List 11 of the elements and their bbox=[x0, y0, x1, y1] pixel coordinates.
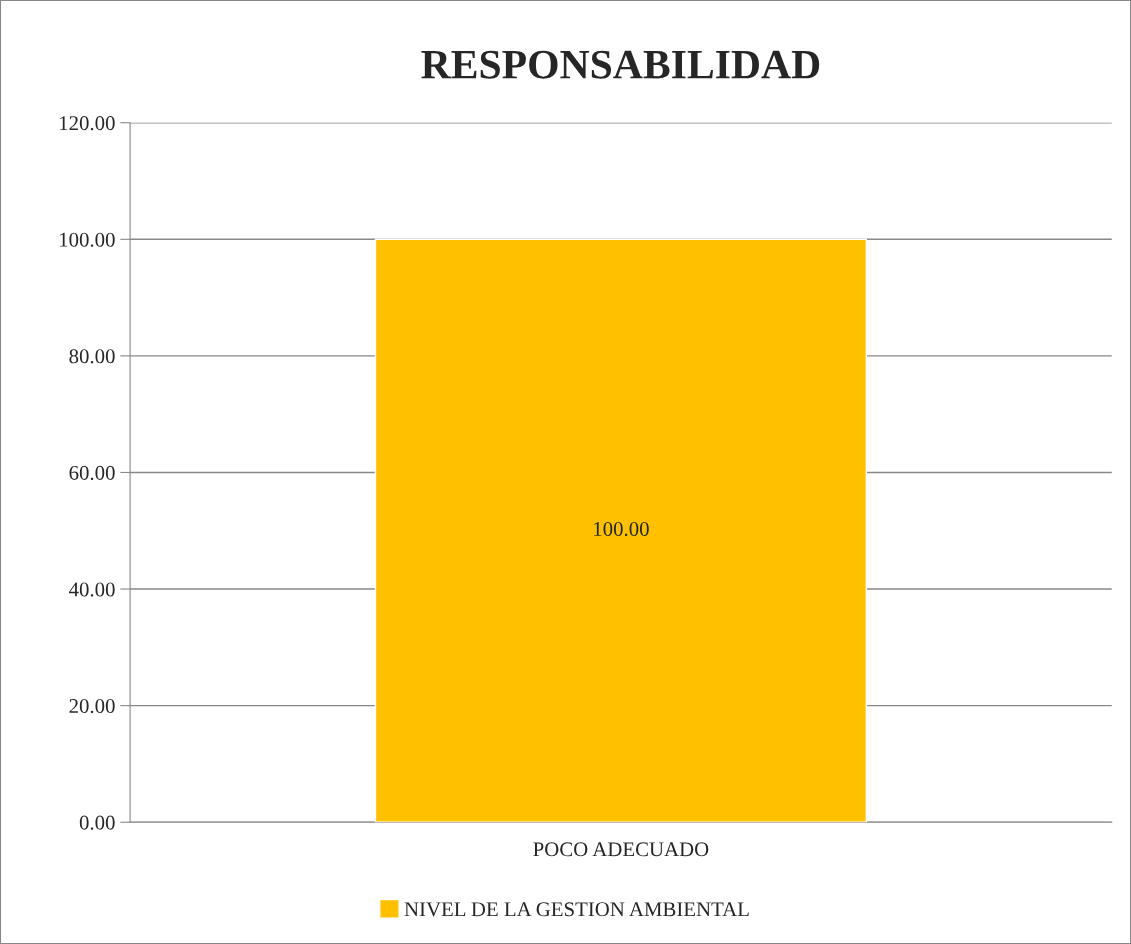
y-tick-label: 20.00 bbox=[69, 699, 115, 714]
data-label: 100.00 bbox=[594, 521, 649, 537]
y-tick-label: 0.00 bbox=[79, 815, 115, 830]
y-tick-label: 40.00 bbox=[69, 582, 115, 597]
legend-label: NIVEL DE LA GESTION AMBIENTAL bbox=[404, 902, 749, 917]
y-tick-label: 120.00 bbox=[60, 116, 115, 131]
x-tick-label: POCO ADECUADO bbox=[533, 842, 709, 857]
y-tick-label: 80.00 bbox=[69, 349, 115, 364]
y-tick-label: 60.00 bbox=[69, 465, 115, 480]
chart-title: RESPONSABILIDAD bbox=[421, 50, 820, 79]
y-tick-label: 100.00 bbox=[60, 232, 115, 247]
